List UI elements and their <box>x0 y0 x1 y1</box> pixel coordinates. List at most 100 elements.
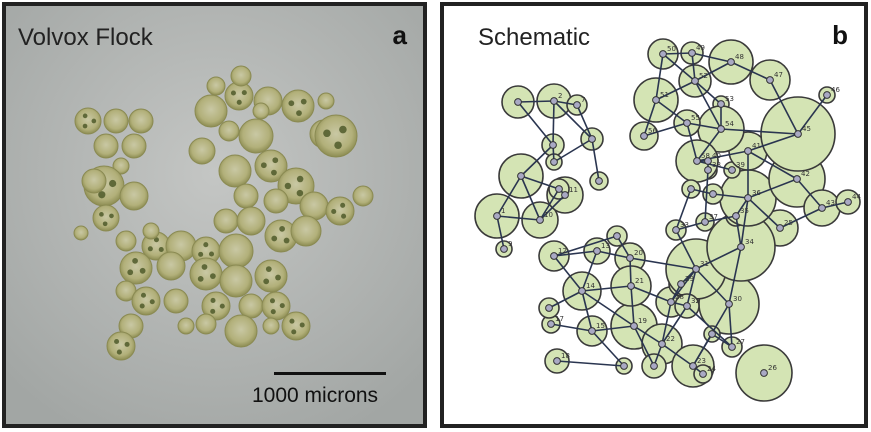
graph-node <box>683 119 691 127</box>
daughter-colony <box>114 338 120 345</box>
daughter-colony <box>279 226 285 232</box>
daughter-colony <box>209 251 215 257</box>
daughter-colony <box>147 246 153 252</box>
graph-edge <box>675 221 706 231</box>
volvox-colony <box>195 313 217 335</box>
daughter-colony <box>153 237 159 243</box>
volvox-colony <box>115 230 137 252</box>
node-label: 11 <box>569 186 578 194</box>
daughter-colony <box>116 349 122 355</box>
graph-edge <box>520 175 560 190</box>
node-label: 49 <box>696 44 705 52</box>
graph-edge <box>695 246 742 270</box>
daughter-colony <box>209 273 216 280</box>
daughter-colony <box>296 175 304 183</box>
graph-edge <box>655 99 688 124</box>
graph-edge <box>655 53 664 101</box>
volvox-colony <box>92 204 120 232</box>
node-label: 43 <box>826 199 835 207</box>
graph-edge <box>821 201 849 209</box>
graph-edge <box>581 290 593 332</box>
graph-node <box>760 369 768 377</box>
graph-edge <box>747 133 799 152</box>
node-label: 58 <box>701 152 710 160</box>
graph-edge <box>553 100 593 140</box>
volvox-colony <box>252 102 270 120</box>
graph-node <box>650 362 658 370</box>
daughter-colony <box>210 297 216 303</box>
volvox-photo <box>6 6 423 424</box>
volvox-colony <box>238 118 274 154</box>
graph-node <box>717 100 725 108</box>
node-label: 53 <box>725 95 734 103</box>
graph-node <box>794 130 802 138</box>
graph-edge <box>653 343 663 367</box>
node-label: 18 <box>561 352 570 360</box>
daughter-colony <box>201 264 208 270</box>
graph-edge <box>797 94 828 135</box>
graph-node <box>667 298 675 306</box>
node-label: 26 <box>768 364 777 372</box>
graph-node <box>550 158 558 166</box>
graph-node <box>793 175 801 183</box>
daughter-colony <box>263 278 270 285</box>
node-label: 24 <box>707 365 716 373</box>
daughter-colony <box>132 257 138 264</box>
node-label: 47 <box>774 71 783 79</box>
graph-edge <box>581 290 635 327</box>
graph-edge <box>661 343 694 367</box>
volvox-colony <box>201 291 231 321</box>
graph-node <box>704 157 712 165</box>
graph-node <box>689 362 697 370</box>
node-label: 46 <box>831 86 840 94</box>
graph-edge <box>686 268 697 307</box>
node-label: 54 <box>725 120 734 128</box>
graph-edge <box>675 229 697 270</box>
graph-node <box>818 204 826 212</box>
graph-edge <box>553 235 618 257</box>
graph-edge <box>696 128 722 162</box>
graph-node <box>555 185 563 193</box>
node-label: 34 <box>745 238 754 246</box>
graph-node <box>561 191 569 199</box>
daughter-colony <box>271 235 278 242</box>
daughter-colony <box>82 113 88 119</box>
volvox-colony <box>218 120 240 142</box>
volvox-colony <box>73 225 89 241</box>
volvox-colony <box>128 108 154 134</box>
graph-node <box>588 135 596 143</box>
graph-edge <box>630 285 672 303</box>
graph-edge <box>686 305 733 348</box>
node-label: 41 <box>752 142 761 150</box>
daughter-colony <box>99 212 104 217</box>
graph-edge <box>633 325 663 345</box>
volvox-colony <box>254 149 288 183</box>
volvox-colony <box>131 286 161 316</box>
graph-edge <box>520 144 554 177</box>
graph-node <box>687 185 695 193</box>
scale-bar <box>274 372 386 375</box>
daughter-colony <box>291 329 297 335</box>
daughter-colony <box>109 213 114 219</box>
daughter-colony <box>91 118 97 124</box>
daughter-colony <box>158 246 164 252</box>
volvox-colony <box>112 157 130 175</box>
graph-edge <box>496 175 522 217</box>
daughter-colony <box>340 202 346 208</box>
volvox-colony <box>263 188 289 214</box>
panel-a-photo: Volvox Flock a 1000 microns <box>2 2 427 428</box>
daughter-colony <box>339 125 347 134</box>
graph-edge <box>686 122 722 130</box>
graph-node <box>725 300 733 308</box>
daughter-colony <box>139 267 146 274</box>
node-label: 52 <box>699 72 708 80</box>
graph-edge <box>740 197 749 248</box>
graph-edge <box>779 207 823 229</box>
node-label: 17 <box>555 315 564 323</box>
graph-edge <box>691 52 732 63</box>
graph-node <box>626 254 634 262</box>
volvox-colony <box>142 222 160 240</box>
daughter-colony <box>139 303 145 309</box>
volvox-colony <box>163 288 189 314</box>
volvox-colony <box>281 89 315 123</box>
